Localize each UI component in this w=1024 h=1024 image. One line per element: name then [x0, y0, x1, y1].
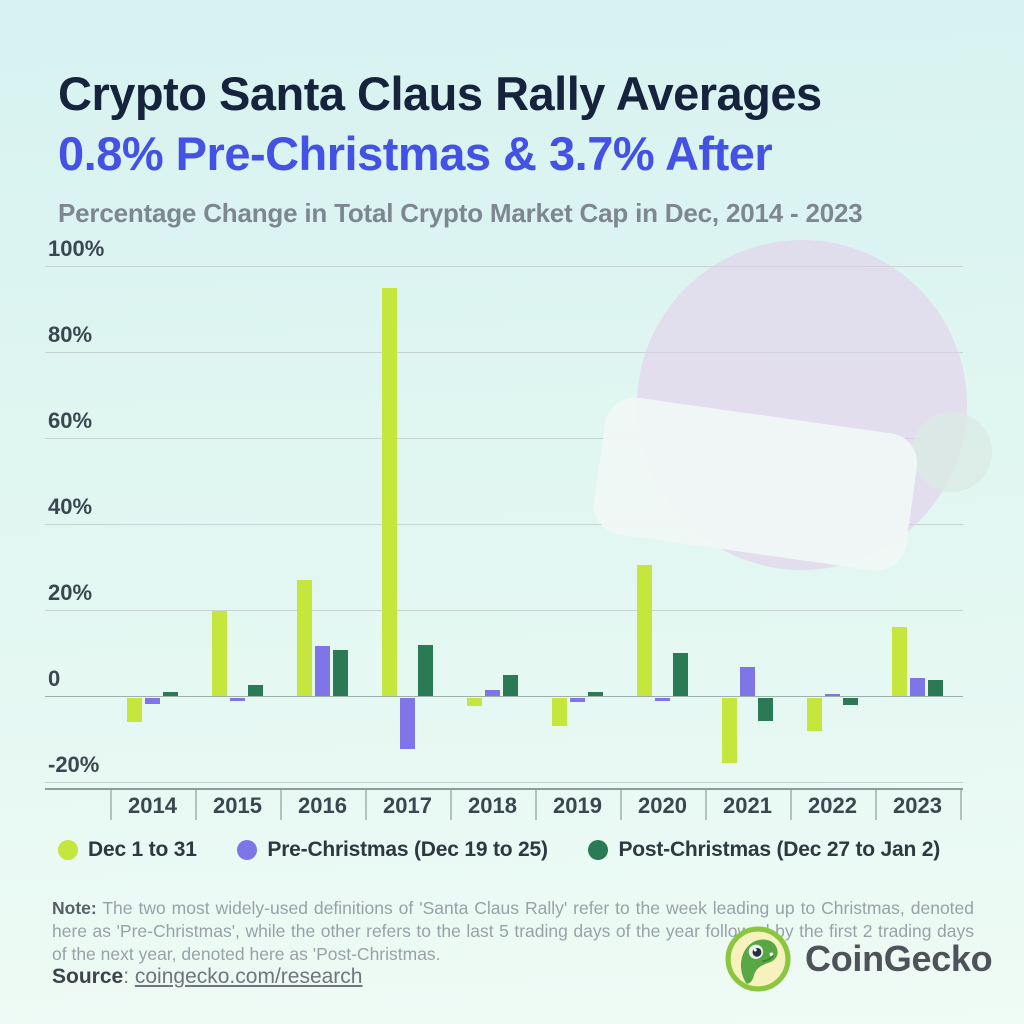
source-link[interactable]: coingecko.com/research: [134, 965, 363, 988]
legend-dot-icon: [588, 840, 609, 860]
y-tick-label: 40%: [48, 494, 93, 519]
bar-2019-series2: [588, 692, 603, 696]
legend-label: Dec 1 to 31: [88, 838, 197, 861]
x-axis-label-2015: 2015: [213, 793, 262, 818]
y-tick-label: 60%: [48, 408, 93, 433]
bar-2014-series2: [163, 691, 178, 696]
legend-label: Post-Christmas (Dec 27 to Jan 2): [618, 838, 940, 861]
bar-2017-series0: [382, 288, 397, 696]
gridline-60: [45, 438, 963, 439]
bar-2017-series1: [400, 697, 415, 750]
y-tick-label: 100%: [48, 236, 105, 261]
x-axis-tick: [280, 790, 282, 820]
legend-dot-icon: [237, 840, 258, 860]
x-axis-label-2020: 2020: [638, 793, 687, 818]
bar-2017-series2: [418, 644, 433, 696]
bar-2023-series2: [928, 679, 943, 696]
chart-subtitle: Percentage Change in Total Crypto Market…: [58, 198, 863, 228]
gridline-80: [45, 352, 963, 353]
bar-2022-series0: [807, 697, 822, 731]
bar-2023-series1: [910, 677, 925, 696]
x-axis-label-2017: 2017: [383, 793, 432, 818]
x-axis-tick: [535, 790, 537, 820]
x-axis-label-2021: 2021: [723, 793, 772, 818]
chart-legend: Dec 1 to 31 Pre-Christmas (Dec 19 to 25) P…: [58, 838, 940, 862]
bar-2020-series1: [655, 697, 670, 702]
bar-2014-series1: [145, 697, 160, 704]
legend-dot-icon: [58, 840, 78, 860]
x-axis-tick: [960, 790, 962, 820]
x-axis-label-2019: 2019: [553, 793, 602, 818]
y-tick-label: 20%: [48, 580, 93, 605]
x-axis-line: [45, 788, 963, 790]
bar-2019-series1: [570, 697, 585, 702]
page-title-highlight: 0.8% Pre-Christmas & 3.7% After: [58, 127, 773, 180]
x-axis-label-2023: 2023: [893, 793, 942, 818]
bar-2020-series2: [673, 653, 688, 696]
bar-2015-series2: [248, 684, 263, 696]
gridline-0: [45, 696, 963, 697]
santa-hat-pompom: [912, 412, 992, 492]
bar-2021-series0: [722, 697, 737, 764]
bar-2015-series0: [212, 610, 227, 696]
gridline--20: [45, 782, 963, 783]
source-label: Source: [52, 965, 124, 988]
bar-2018-series1: [485, 689, 500, 696]
legend-item-1: Pre-Christmas (Dec 19 to 25): [237, 838, 548, 862]
footnote-label: Note:: [52, 897, 97, 918]
bar-2016-series2: [333, 650, 348, 696]
x-axis-tick: [790, 790, 792, 820]
brand-name: CoinGecko: [805, 938, 993, 979]
bar-2019-series0: [552, 697, 567, 726]
bar-2021-series2: [758, 697, 773, 721]
bar-2016-series1: [315, 646, 330, 696]
coingecko-gecko-icon: [725, 926, 791, 992]
x-axis-tick: [450, 790, 452, 820]
bar-2020-series0: [637, 564, 652, 696]
y-tick-label: -20%: [48, 752, 100, 777]
y-tick-label: 0: [48, 666, 61, 691]
bar-2014-series0: [127, 697, 142, 723]
bar-2018-series0: [467, 697, 482, 706]
x-axis-tick: [620, 790, 622, 820]
gridline-20: [45, 610, 963, 611]
bar-2023-series0: [892, 626, 907, 696]
x-axis-label-2022: 2022: [808, 793, 857, 818]
bar-2015-series1: [230, 697, 245, 702]
legend-label: Pre-Christmas (Dec 19 to 25): [267, 838, 548, 861]
gridline-100: [45, 266, 963, 267]
source-line: Source: coingecko.com/research: [52, 965, 362, 989]
header: Crypto Santa Claus Rally Averages 0.8% P…: [58, 64, 988, 229]
x-axis-tick: [195, 790, 197, 820]
legend-item-2: Post-Christmas (Dec 27 to Jan 2): [588, 838, 940, 862]
x-axis-label-2018: 2018: [468, 793, 517, 818]
bar-2022-series2: [843, 697, 858, 706]
brand-logo: CoinGecko: [725, 926, 993, 992]
bar-2021-series1: [740, 666, 755, 696]
gridline-40: [45, 524, 963, 525]
x-axis-label-2014: 2014: [128, 793, 177, 818]
source-separator: :: [123, 965, 135, 988]
page-title: Crypto Santa Claus Rally Averages: [58, 67, 822, 120]
bar-2018-series2: [503, 675, 518, 696]
x-axis-tick: [875, 790, 877, 820]
bar-2016-series0: [297, 579, 312, 696]
x-axis-label-2016: 2016: [298, 793, 347, 818]
y-tick-label: 80%: [48, 322, 93, 347]
x-axis-tick: [365, 790, 367, 820]
x-axis-tick: [705, 790, 707, 820]
x-axis-tick: [110, 790, 112, 820]
legend-item-0: Dec 1 to 31: [58, 838, 197, 862]
bar-2022-series1: [825, 694, 840, 696]
